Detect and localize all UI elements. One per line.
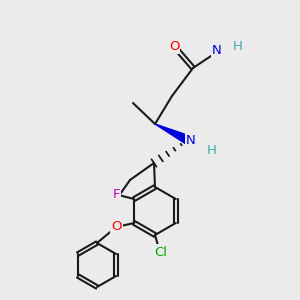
Text: H: H [207,143,217,157]
Text: N: N [212,44,222,58]
Text: Cl: Cl [154,245,167,259]
Text: O: O [169,40,179,52]
Text: F: F [112,188,120,202]
Text: N: N [186,134,196,146]
Text: O: O [111,220,122,233]
Polygon shape [155,124,190,144]
Text: H: H [233,40,243,52]
